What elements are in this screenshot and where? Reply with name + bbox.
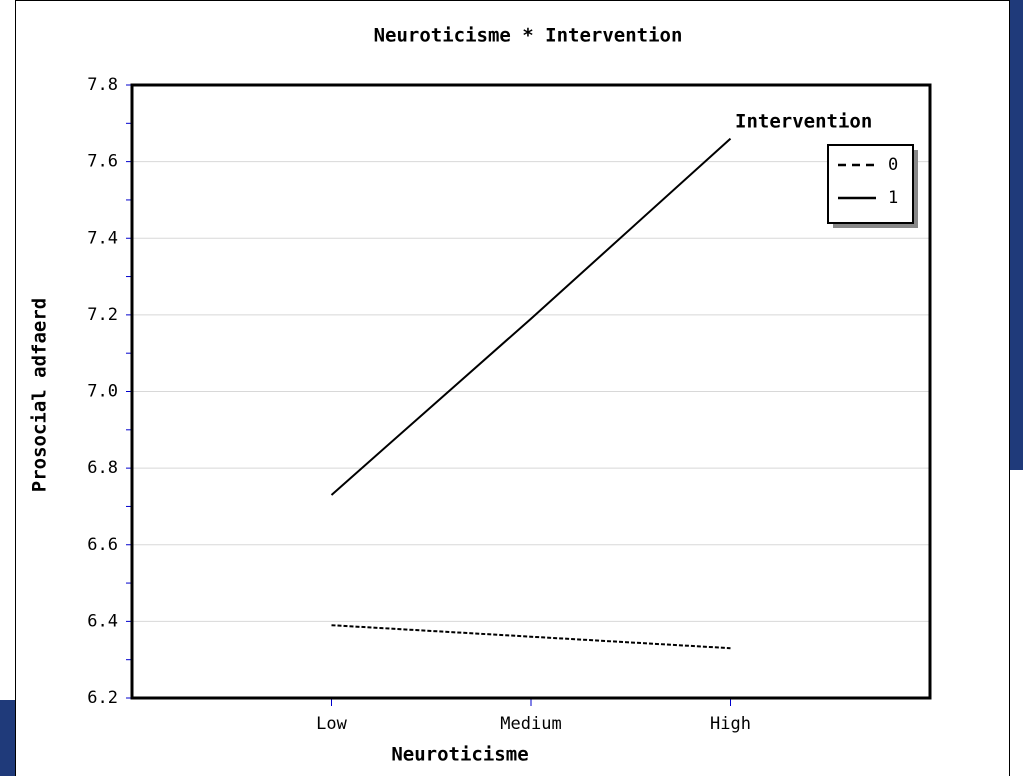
series-line xyxy=(330,137,732,496)
plot xyxy=(330,137,732,650)
x-axis-label: Neuroticisme xyxy=(391,744,528,766)
y-tick-label: 7.4 xyxy=(87,228,118,248)
legend-label: 0 xyxy=(888,155,898,175)
y-tick-label: 6.2 xyxy=(87,688,118,708)
y-tick-label: 7.2 xyxy=(87,305,118,325)
x-tick-label: Medium xyxy=(500,714,561,734)
y-tick-label: 6.4 xyxy=(87,611,118,631)
legend-label: 1 xyxy=(888,188,898,208)
y-tick-label: 7.8 xyxy=(87,75,118,95)
side-strip xyxy=(1010,0,1023,470)
y-tick-label: 6.8 xyxy=(87,458,118,478)
x-tick-label: High xyxy=(710,714,751,734)
legend-title: Intervention xyxy=(735,111,872,133)
y-tick-label: 6.6 xyxy=(87,535,118,555)
series-line xyxy=(331,624,731,650)
y-tick-label: 7.6 xyxy=(87,152,118,172)
corner-block xyxy=(0,700,15,776)
y-axis-label: Prosocial adfaerd xyxy=(29,298,51,492)
x-tick-label: Low xyxy=(316,714,347,734)
chart-title: Neuroticisme * Intervention xyxy=(374,25,683,47)
legend: Intervention 0 1 xyxy=(735,111,918,228)
y-tick-label: 7.0 xyxy=(87,382,118,402)
plot-frame xyxy=(130,83,932,700)
legend-box xyxy=(827,144,914,224)
